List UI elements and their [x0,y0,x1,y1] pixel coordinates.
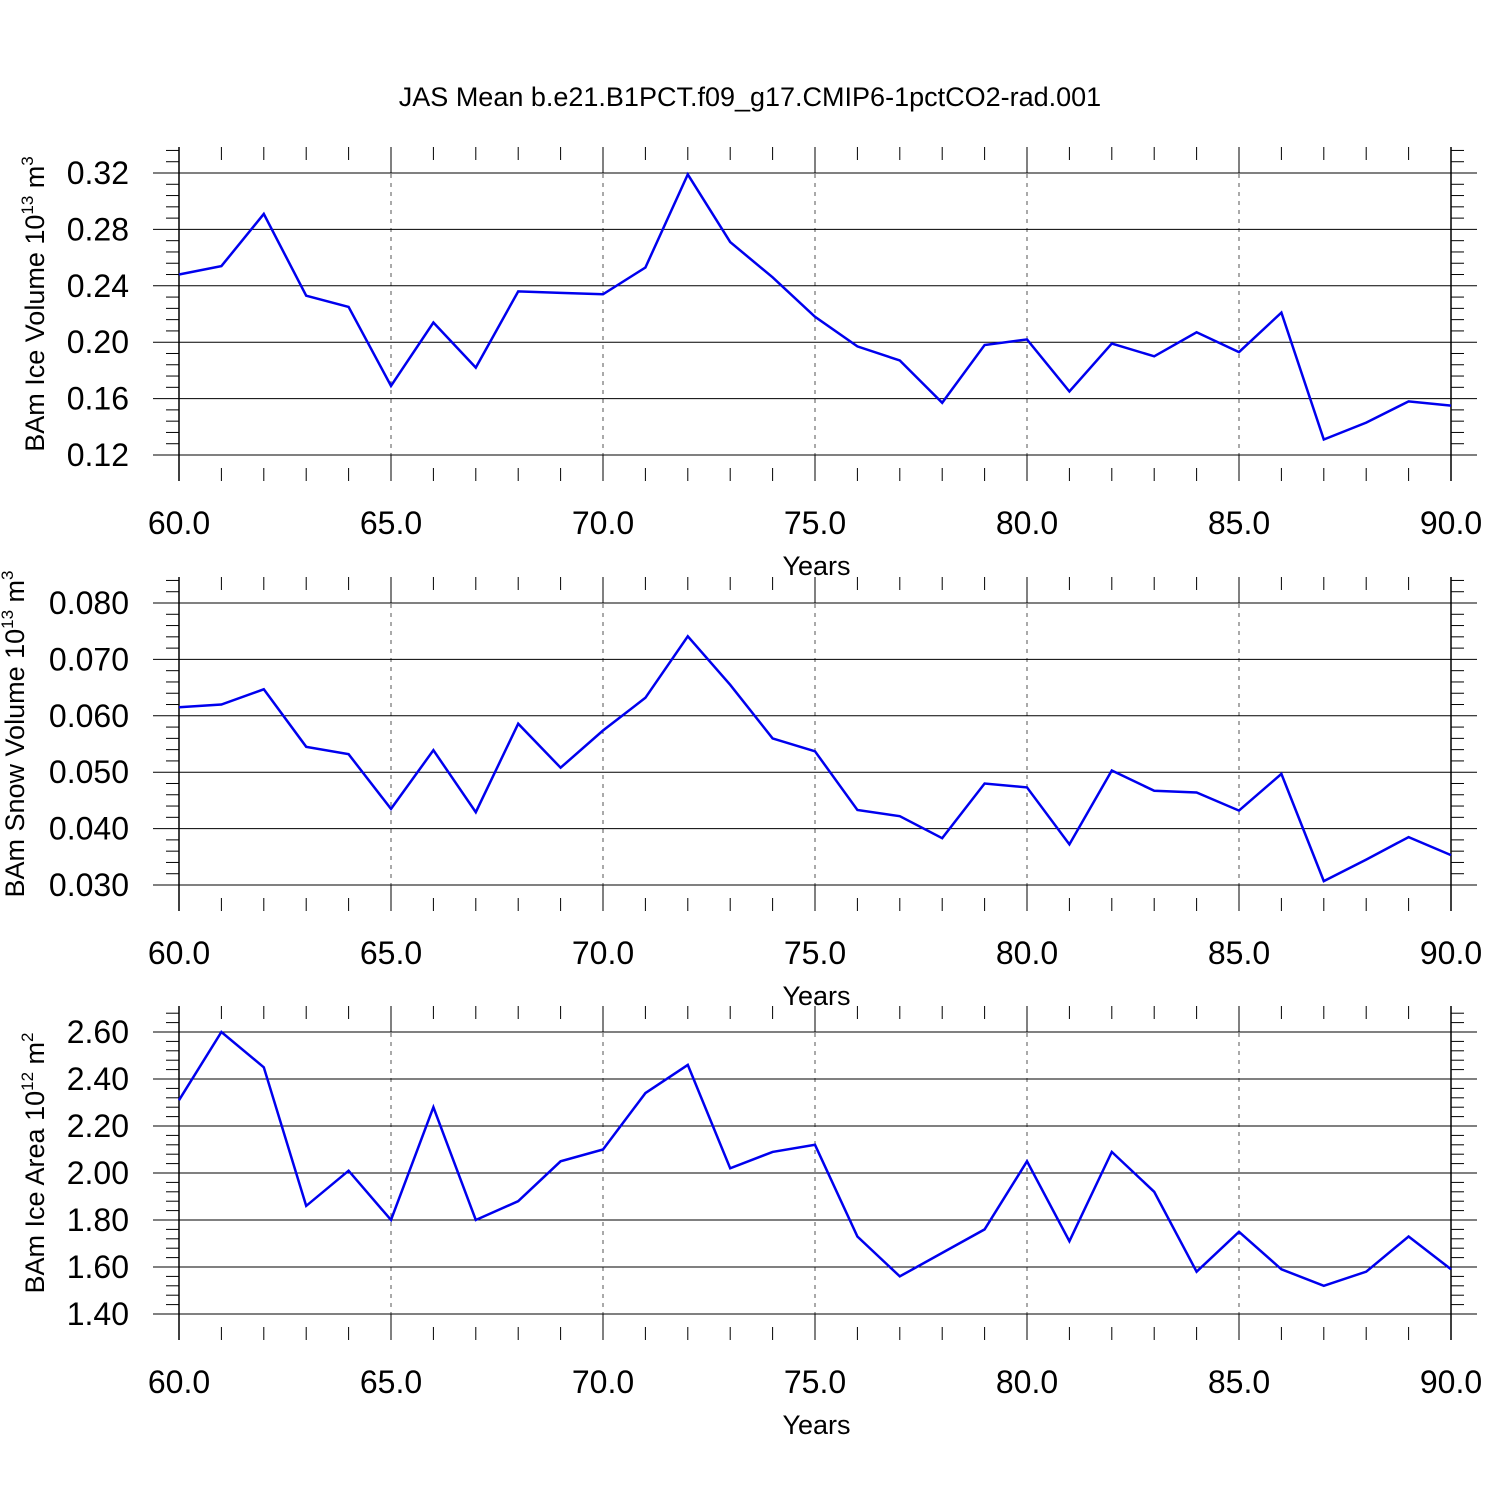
y-axis-label: BAm Ice Area 1012 m2 [18,1033,50,1294]
y-tick-label: 0.20 [67,324,129,360]
x-tick-label: 70.0 [572,505,634,541]
y-tick-label: 0.040 [49,811,129,847]
x-axis-label: Years [782,1410,850,1440]
x-tick-label: 80.0 [996,935,1058,971]
y-tick-label: 2.60 [67,1014,129,1050]
y-axis-label-part: BAm Ice Volume 10 [20,215,50,452]
x-tick-label: 90.0 [1420,935,1482,971]
x-tick-label: 90.0 [1420,1364,1482,1400]
x-tick-label: 80.0 [996,1364,1058,1400]
panel-2: 60.0 65.0 70.0 75.0 80.0 85.0 90.0 0.030 0.040 0.… [0,570,1482,1011]
y-axis-label-superscript: 2 [18,1033,37,1042]
y-tick-label: 0.030 [49,867,129,903]
x-tick-label: 80.0 [996,505,1058,541]
y-tick-label: 0.050 [49,754,129,790]
y-axis-label-superscript: 13 [18,196,37,215]
y-axis-label-part: m [0,580,30,610]
y-tick-label: 0.060 [49,698,129,734]
x-tick-label: 75.0 [784,935,846,971]
y-axis-label-superscript: 3 [18,156,37,165]
x-tick-label: 60.0 [148,935,210,971]
x-tick-label: 75.0 [784,1364,846,1400]
x-tick-label: 85.0 [1208,1364,1270,1400]
x-axis-label: Years [782,981,850,1011]
y-tick-label: 2.20 [67,1108,129,1144]
y-tick-label: 0.28 [67,211,129,247]
y-axis-label: BAm Ice Volume 1013 m3 [18,156,50,452]
y-tick-label: 2.00 [67,1155,129,1191]
x-tick-label: 85.0 [1208,935,1270,971]
y-tick-label: 1.40 [67,1296,129,1332]
y-axis-label-part: m [20,166,50,196]
panel-1: 60.0 65.0 70.0 75.0 80.0 85.0 90.0 0.12 0.16 0.20… [18,147,1482,581]
x-tick-label: 65.0 [360,935,422,971]
x-tick-label: 65.0 [360,505,422,541]
y-axis-label: BAm Snow Volume 1013 m3 [0,570,30,897]
x-tick-label: 75.0 [784,505,846,541]
y-axis-label-superscript: 13 [0,610,17,629]
y-axis-label-superscript: 3 [0,570,17,579]
x-tick-label: 85.0 [1208,505,1270,541]
y-tick-label: 0.12 [67,437,129,473]
x-tick-label: 65.0 [360,1364,422,1400]
y-axis-label-part: BAm Snow Volume 10 [0,629,30,898]
y-axis-label-part: m [20,1042,50,1072]
x-tick-label: 60.0 [148,505,210,541]
y-tick-label: 0.32 [67,155,129,191]
series-line [177,1030,1452,1288]
y-tick-label: 0.24 [67,268,129,304]
x-tick-label: 70.0 [572,1364,634,1400]
series-line [178,171,1452,442]
y-tick-label: 1.60 [67,1249,129,1285]
y-tick-label: 1.80 [67,1202,129,1238]
y-tick-label: 0.080 [49,585,129,621]
y-axis-label-superscript: 12 [18,1072,37,1091]
y-tick-label: 0.070 [49,641,129,677]
series-line [178,634,1452,883]
x-tick-label: 60.0 [148,1364,210,1400]
y-axis-label-part: BAm Ice Area 10 [20,1091,50,1294]
x-axis-label: Years [782,551,850,581]
x-tick-label: 70.0 [572,935,634,971]
x-tick-label: 90.0 [1420,505,1482,541]
y-tick-label: 2.40 [67,1061,129,1097]
y-tick-label: 0.16 [67,381,129,417]
panel-3: 60.0 65.0 70.0 75.0 80.0 85.0 90.0 1.40 1.60 1.80… [18,1006,1482,1440]
chart-title: JAS Mean b.e21.B1PCT.f09_g17.CMIP6-1pctC… [398,82,1102,112]
